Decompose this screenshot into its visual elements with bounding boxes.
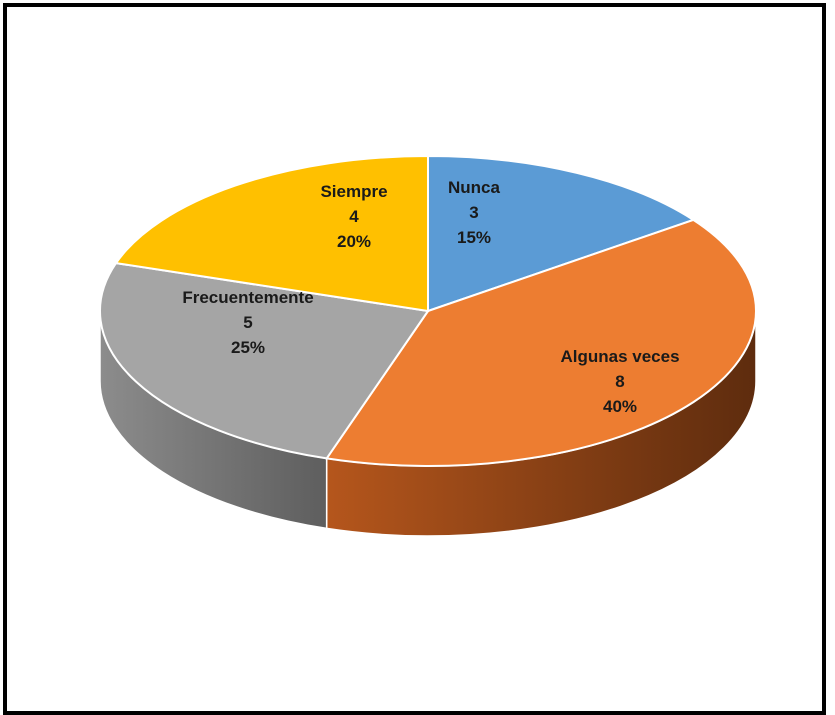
data-label-frecuentemente: Frecuentemente 5 25% xyxy=(182,288,313,357)
pie-slice-frecuentemente xyxy=(99,262,430,460)
pie-slice-algunas-veces xyxy=(324,218,757,467)
data-label-algunas-veces: Algunas veces 8 40% xyxy=(560,347,679,416)
data-label-siempre: Siempre 4 20% xyxy=(320,182,387,251)
pie-slice-siempre xyxy=(114,154,429,313)
data-label-nunca: Nunca 3 15% xyxy=(448,178,501,247)
pie-slice-nunca xyxy=(427,154,696,313)
